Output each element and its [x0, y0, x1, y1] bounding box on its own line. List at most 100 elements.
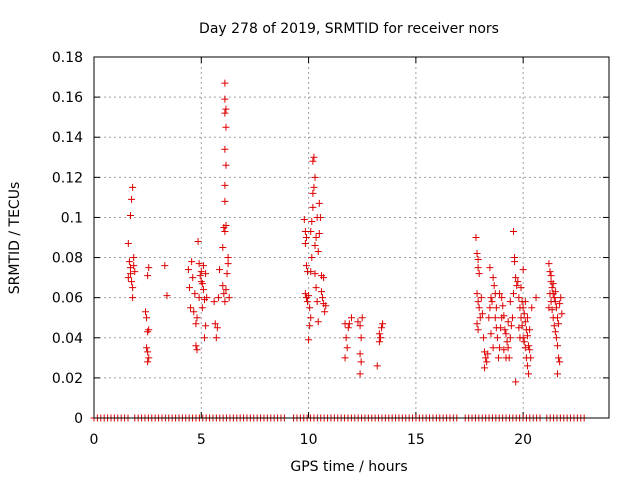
data-point [507, 322, 515, 330]
data-point [302, 262, 310, 270]
data-point [144, 358, 152, 366]
data-point [525, 370, 533, 378]
data-point [481, 364, 489, 372]
y-tick-label: 0.18 [52, 50, 83, 66]
data-point [473, 290, 481, 298]
data-point [319, 294, 327, 302]
data-point [523, 332, 531, 340]
data-point [125, 258, 133, 266]
y-tick-label: 0.06 [52, 291, 83, 307]
data-point [315, 199, 323, 207]
chart-title: Day 278 of 2019, SRMTID for receiver nor… [199, 21, 499, 37]
data-point [300, 215, 308, 223]
data-point [190, 308, 198, 316]
data-point [194, 238, 202, 246]
data-point [310, 183, 318, 191]
data-point [305, 292, 313, 300]
axis-ticks [93, 56, 609, 419]
y-tick-label: 0.08 [52, 251, 83, 267]
data-point [476, 314, 484, 322]
data-point [545, 260, 553, 268]
data-point [473, 250, 481, 258]
data-point [222, 221, 230, 229]
data-point [490, 282, 498, 290]
data-point [221, 227, 229, 235]
data-point [379, 320, 387, 328]
data-point [548, 284, 556, 292]
data-point [513, 282, 521, 290]
data-point [517, 314, 525, 322]
data-point [504, 318, 512, 326]
data-point [142, 308, 149, 316]
data-point [311, 173, 319, 181]
data-point [143, 314, 151, 322]
data-point [376, 334, 384, 342]
data-point [357, 334, 365, 342]
data-point [498, 314, 506, 322]
data-point [521, 298, 529, 306]
data-point [344, 324, 352, 332]
data-point [163, 292, 171, 300]
data-point [312, 234, 320, 241]
data-point [484, 350, 492, 358]
data-point [510, 227, 518, 235]
x-tick-label: 0 [90, 432, 99, 448]
data-point [556, 358, 564, 366]
data-point [506, 298, 514, 306]
data-point [221, 298, 229, 306]
data-point [184, 266, 192, 274]
y-axis-label: SRMTID / TECUs [7, 182, 23, 295]
data-point [310, 153, 318, 161]
data-point [224, 260, 232, 268]
plot-frame [93, 56, 610, 419]
data-point [545, 304, 553, 312]
y-tick-label: 0.16 [52, 90, 83, 106]
data-point [512, 378, 520, 386]
data-point [193, 314, 201, 322]
data-point [306, 304, 314, 312]
data-point [131, 268, 139, 276]
y-tick-label: 0.14 [52, 130, 83, 146]
data-point [222, 123, 230, 131]
data-point [221, 145, 229, 153]
data-point [221, 79, 229, 87]
data-point [222, 105, 230, 113]
data-point [342, 334, 350, 342]
y-tick-label: 0.04 [52, 331, 83, 347]
data-point [316, 213, 324, 221]
data-point [520, 338, 528, 346]
y-tick-label: 0.1 [61, 210, 83, 226]
data-point [189, 274, 197, 282]
data-point [510, 290, 518, 298]
data-point [301, 240, 309, 248]
data-point [378, 324, 386, 332]
data-point [321, 308, 329, 316]
data-point [491, 314, 499, 322]
data-point [556, 300, 564, 308]
data-point [474, 256, 482, 264]
data-point [499, 302, 507, 310]
data-point [487, 330, 495, 338]
data-point [192, 342, 200, 350]
data-point [220, 290, 228, 298]
data-point [202, 270, 210, 278]
data-point [554, 370, 561, 378]
data-point [130, 254, 138, 262]
data-point [475, 304, 483, 312]
data-point [519, 304, 527, 312]
data-point [161, 262, 169, 270]
data-point [525, 342, 533, 350]
data-point [493, 334, 501, 342]
x-axis-label: GPS time / hours [290, 459, 407, 475]
data-point [211, 320, 219, 328]
tick-labels: 0 0.02 0.04 0.06 0.08 0.1 0.12 0.14 0.16 0.18 0 5 10… [52, 50, 532, 448]
data-point [314, 248, 322, 256]
data-point [552, 334, 560, 342]
data-point [504, 344, 512, 352]
data-point [129, 294, 137, 302]
data-point [219, 282, 227, 290]
data-point [143, 344, 151, 352]
data-point [483, 358, 491, 366]
data-point [516, 334, 524, 342]
data-point [312, 284, 320, 292]
